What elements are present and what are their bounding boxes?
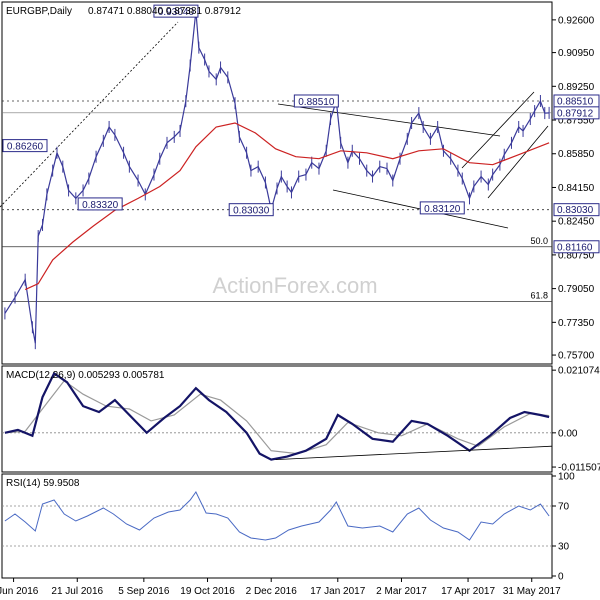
macd-right-axis: 0.021074 0.00 -0.011507 — [552, 366, 600, 474]
macd-trendline — [275, 445, 553, 460]
price-y-tick-label: 0.82450 — [558, 217, 595, 228]
price-y-tick-label: 0.87550 — [558, 116, 595, 127]
ma-series-group — [24, 122, 550, 291]
macd-panel-frame — [1, 365, 553, 473]
x-tick-label: 19 Oct 2016 — [180, 586, 235, 597]
channel-upper-trendline — [277, 103, 501, 137]
price-point-label-box — [153, 4, 199, 18]
price-point-label: 0.86260 — [7, 142, 44, 153]
x-axis: 7 Jun 2016 21 Jul 2016 5 Sep 2016 19 Oct 20… — [0, 578, 561, 597]
price-point-label: 0.88510 — [298, 97, 335, 108]
price-line — [4, 11, 550, 344]
price-point-label-box — [419, 201, 465, 215]
fib-level-tag: 50.0 — [530, 236, 548, 246]
rsi-line — [4, 491, 550, 541]
x-tick-label: 17 Apr 2017 — [441, 586, 495, 597]
x-tick-label: 7 Jun 2016 — [0, 586, 39, 597]
price-point-label: 0.93040 — [158, 7, 195, 18]
macd-y-tick-label: -0.011507 — [558, 463, 600, 474]
rsi-series-group — [4, 491, 550, 541]
price-y-tick-label: 0.89250 — [558, 82, 595, 93]
price-y-tick-label: 0.92600 — [558, 15, 595, 26]
price-right-label: 0.87912 — [557, 108, 594, 119]
fib-level-tag: 61.8 — [530, 291, 548, 301]
price-point-labels: 0.93040 0.88510 0.86260 0.83320 0.83030 0.831… — [2, 4, 465, 217]
x-tick-label: 2 Dec 2016 — [246, 586, 298, 597]
macd-y-tick-label: 0.00 — [558, 428, 578, 439]
macd-y-tick-label: 0.021074 — [558, 366, 600, 377]
price-y-tick-label: 0.85850 — [558, 149, 595, 160]
rsi-title: RSI(14) 59.9508 — [6, 478, 80, 489]
price-series-group — [4, 5, 550, 350]
price-point-label: 0.83320 — [82, 200, 119, 211]
rising-channel-upper — [461, 91, 535, 169]
x-tick-label: 31 May 2017 — [503, 586, 561, 597]
price-right-label: 0.81160 — [557, 242, 593, 253]
price-right-label: 0.83030 — [557, 205, 594, 216]
chart-title: EURGBP,Daily — [6, 6, 72, 17]
macd-line — [4, 371, 550, 461]
price-point-label-box — [77, 197, 123, 211]
price-y-tick-label: 0.84150 — [558, 183, 595, 194]
price-point-label-box — [293, 94, 339, 108]
rsi-y-tick-label: 70 — [558, 502, 570, 513]
rsi-y-tick-label: 100 — [558, 472, 575, 483]
price-right-label: 0.88510 — [557, 96, 594, 107]
watermark-text: ActionForex.com — [212, 273, 377, 298]
x-tick-label: 17 Jan 2017 — [310, 586, 365, 597]
macd-signal-line — [4, 379, 550, 455]
ohlc-values: 0.87471 0.88040 0.87381 0.87912 — [88, 6, 241, 17]
rsi-panel-frame — [1, 473, 553, 579]
x-tick-label: 21 Jul 2016 — [51, 586, 103, 597]
price-point-label-box — [228, 203, 274, 217]
price-y-tick-label: 0.90950 — [558, 48, 595, 59]
price-y-tick-label: 0.77350 — [558, 318, 595, 329]
price-point-label: 0.83030 — [233, 206, 270, 217]
price-right-label-box — [553, 106, 600, 120]
macd-title: MACD(12,26,9) 0.005293 0.005781 — [6, 370, 165, 381]
moving-average-line — [24, 122, 550, 291]
rsi-y-tick-label: 30 — [558, 542, 570, 553]
price-point-label-box — [2, 139, 48, 153]
rsi-y-tick-label: 0 — [558, 572, 564, 583]
price-right-label-box — [553, 203, 600, 217]
price-y-tick-label: 0.75700 — [558, 351, 595, 362]
price-y-tick-label: 0.80750 — [558, 250, 595, 261]
rising-channel-lower — [487, 125, 549, 199]
dotted-rally-trendline — [0, 21, 179, 208]
price-point-label: 0.83120 — [424, 204, 461, 215]
macd-series-group — [4, 371, 553, 461]
x-tick-label: 5 Sep 2016 — [118, 586, 170, 597]
price-y-tick-label: 0.79050 — [558, 284, 595, 295]
price-panel-frame — [1, 1, 553, 365]
rsi-right-axis: 100 70 30 0 — [552, 472, 575, 583]
x-tick-label: 2 Mar 2017 — [376, 586, 427, 597]
price-right-axis: 0.92600 0.90950 0.89250 0.87550 0.85850 0.841… — [552, 15, 600, 362]
price-right-label-box — [553, 240, 600, 254]
